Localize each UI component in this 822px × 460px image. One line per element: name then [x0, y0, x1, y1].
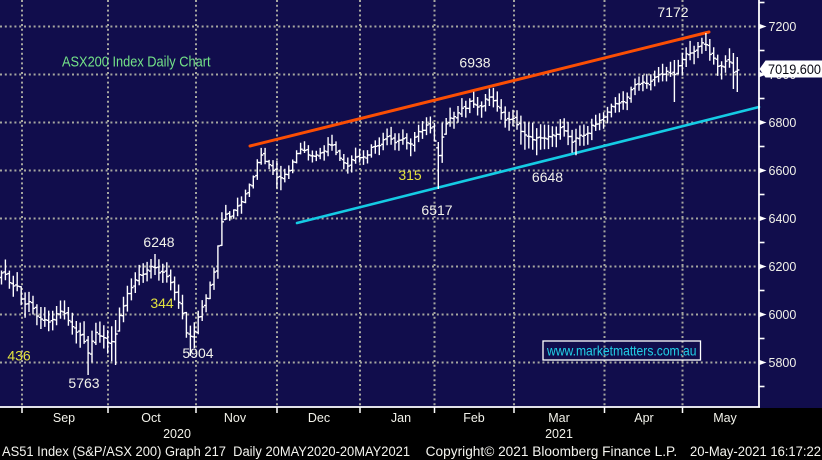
svg-text:5904: 5904	[182, 345, 213, 361]
svg-text:6000: 6000	[769, 308, 797, 322]
svg-text:436: 436	[7, 348, 31, 364]
svg-text:6517: 6517	[421, 202, 452, 218]
svg-text:Feb: Feb	[463, 411, 485, 425]
svg-text:315: 315	[398, 167, 422, 183]
svg-text:Mar: Mar	[548, 411, 570, 425]
svg-text:ASX200 Index Daily Chart: ASX200 Index Daily Chart	[62, 55, 211, 71]
svg-text:AS51 Index (S&P/ASX 200) Graph: AS51 Index (S&P/ASX 200) Graph 217 Daily…	[2, 444, 410, 459]
svg-text:344: 344	[150, 295, 174, 311]
svg-text:6800: 6800	[769, 116, 797, 130]
svg-text:7019.600: 7019.600	[768, 62, 821, 77]
svg-text:May: May	[713, 411, 737, 425]
svg-text:5763: 5763	[68, 375, 99, 391]
svg-text:7172: 7172	[657, 4, 688, 20]
svg-text:6648: 6648	[532, 169, 563, 185]
svg-text:5800: 5800	[769, 356, 797, 370]
svg-text:Apr: Apr	[634, 411, 653, 425]
svg-text:Sep: Sep	[53, 411, 75, 425]
svg-text:6248: 6248	[143, 234, 174, 250]
svg-text:20-May-2021 16:17:22: 20-May-2021 16:17:22	[690, 444, 821, 459]
svg-text:6400: 6400	[769, 212, 797, 226]
svg-text:2021: 2021	[545, 427, 573, 441]
svg-text:7200: 7200	[769, 20, 797, 34]
svg-text:6200: 6200	[769, 260, 797, 274]
svg-text:6938: 6938	[459, 55, 490, 71]
svg-text:2020: 2020	[163, 427, 191, 441]
svg-text:Oct: Oct	[141, 411, 161, 425]
svg-text:www.marketmatters.com.au: www.marketmatters.com.au	[546, 343, 696, 359]
svg-text:Copyright© 2021 Bloomberg Fina: Copyright© 2021 Bloomberg Finance L.P.	[426, 444, 678, 459]
svg-text:Dec: Dec	[308, 411, 330, 425]
svg-text:Nov: Nov	[224, 411, 247, 425]
svg-text:6600: 6600	[769, 164, 797, 178]
svg-text:Jan: Jan	[391, 411, 411, 425]
